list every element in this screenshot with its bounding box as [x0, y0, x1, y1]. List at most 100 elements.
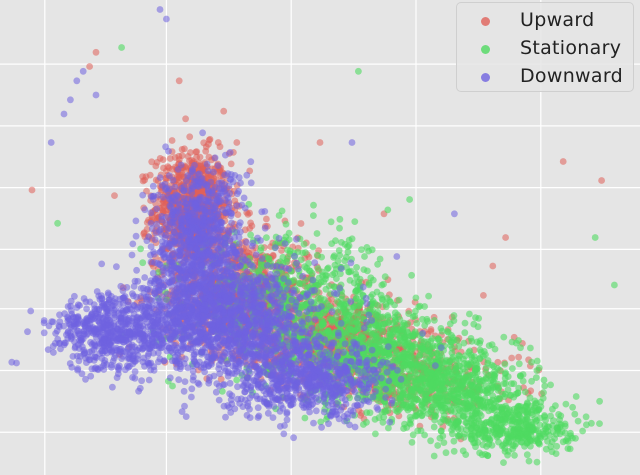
data-point-stationary — [406, 419, 414, 427]
data-point-stationary — [298, 303, 306, 311]
data-point-stationary — [455, 398, 463, 405]
data-point-stationary — [408, 271, 415, 279]
data-point-stationary — [515, 337, 522, 344]
data-point-stationary — [257, 264, 265, 272]
data-point-stationary — [477, 348, 485, 356]
data-point-stationary — [417, 375, 425, 383]
data-point-upward — [206, 135, 214, 143]
data-point-stationary — [418, 411, 426, 419]
data-point-upward — [139, 177, 147, 185]
data-point-stationary — [439, 432, 447, 440]
data-point-stationary — [357, 333, 365, 340]
data-point-stationary — [408, 439, 416, 446]
data-point-stationary — [414, 383, 422, 391]
data-point-stationary — [488, 371, 495, 379]
data-point-stationary — [385, 338, 393, 345]
data-point-stationary — [533, 367, 541, 374]
data-point-stationary — [313, 230, 321, 237]
data-point-stationary — [474, 323, 482, 331]
data-point-stationary — [389, 388, 397, 396]
data-point-stationary — [427, 437, 434, 445]
data-point-stationary — [461, 319, 469, 327]
data-point-stationary — [365, 279, 373, 287]
data-point-stationary — [422, 390, 430, 398]
data-point-stationary — [409, 330, 417, 338]
data-point-upward — [508, 354, 516, 362]
data-point-stationary — [504, 373, 512, 380]
data-point-stationary — [412, 413, 420, 420]
data-point-stationary — [372, 339, 380, 347]
data-point-stationary — [494, 387, 502, 394]
data-point-upward — [187, 149, 194, 156]
data-point-stationary — [427, 396, 435, 404]
data-point-stationary — [482, 375, 490, 383]
data-point-upward — [427, 328, 435, 335]
data-point-stationary — [561, 429, 569, 437]
data-point-stationary — [572, 393, 580, 400]
data-point-stationary — [460, 339, 468, 347]
data-point-upward — [598, 177, 605, 184]
data-point-upward — [165, 164, 173, 172]
data-point-stationary — [541, 382, 549, 390]
data-point-upward — [216, 143, 224, 151]
data-point-stationary — [382, 300, 390, 308]
data-point-stationary — [346, 268, 353, 276]
data-point-upward — [263, 215, 270, 223]
data-point-stationary — [347, 326, 355, 334]
data-point-stationary — [327, 218, 335, 226]
data-point-stationary — [388, 332, 395, 339]
data-point-stationary — [393, 349, 401, 357]
data-point-stationary — [412, 407, 420, 415]
data-point-upward — [515, 353, 522, 361]
data-point-stationary — [366, 409, 374, 417]
data-point-stationary — [454, 379, 462, 387]
data-point-stationary — [434, 442, 442, 449]
data-point-stationary — [553, 442, 561, 450]
data-point-stationary — [336, 252, 344, 259]
data-point-stationary — [371, 416, 379, 423]
data-point-stationary — [467, 335, 475, 342]
data-point-stationary — [476, 354, 484, 362]
data-point-stationary — [310, 201, 317, 209]
data-point-stationary — [308, 281, 316, 289]
data-point-stationary — [450, 437, 458, 445]
data-point-stationary — [395, 296, 403, 304]
data-point-stationary — [385, 319, 392, 327]
data-point-stationary — [322, 285, 330, 293]
data-point-stationary — [461, 329, 469, 337]
data-point-stationary — [429, 403, 437, 410]
data-point-stationary — [411, 312, 419, 320]
data-point-upward — [28, 186, 36, 194]
data-point-stationary — [374, 302, 382, 310]
data-point-upward — [86, 63, 93, 70]
data-point-stationary — [485, 342, 493, 349]
data-point-stationary — [516, 372, 524, 379]
data-point-stationary — [358, 246, 365, 254]
data-point-stationary — [433, 380, 440, 388]
data-point-stationary — [300, 240, 308, 248]
data-point-stationary — [351, 218, 359, 226]
data-point-stationary — [353, 264, 360, 271]
data-point-stationary — [488, 361, 496, 369]
data-point-stationary — [527, 344, 534, 352]
data-point-stationary — [404, 380, 412, 388]
data-point-stationary — [354, 288, 362, 296]
data-point-stationary — [460, 377, 467, 385]
data-point-stationary — [495, 396, 503, 403]
data-point-stationary — [439, 359, 447, 366]
data-point-upward — [178, 170, 186, 178]
scatter-points — [8, 6, 618, 466]
data-point-upward — [111, 192, 118, 200]
data-point-stationary — [285, 229, 293, 237]
data-point-upward — [480, 292, 487, 299]
data-point-stationary — [385, 351, 393, 359]
data-point-stationary — [475, 384, 482, 392]
data-point-stationary — [275, 212, 283, 219]
data-point-stationary — [310, 212, 317, 220]
data-point-stationary — [381, 273, 389, 281]
data-point-stationary — [322, 306, 330, 314]
data-point-upward — [175, 77, 183, 85]
data-point-stationary — [421, 322, 429, 329]
data-point-stationary — [338, 239, 345, 246]
